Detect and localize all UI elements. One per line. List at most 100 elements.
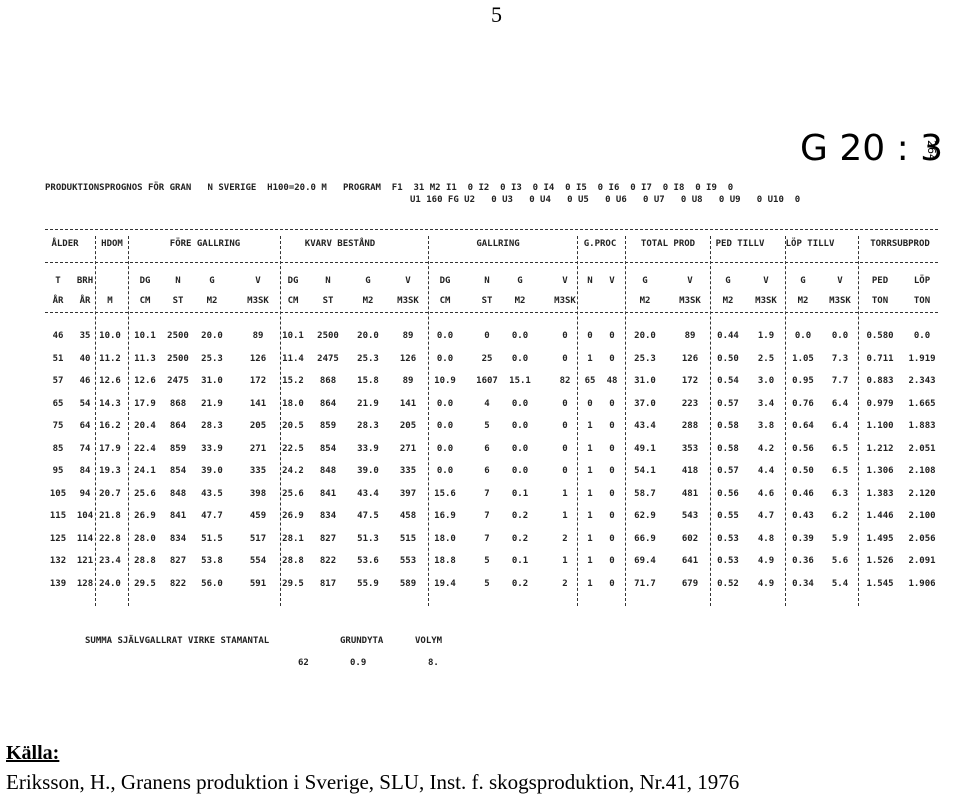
cell: 0.979 (866, 398, 894, 409)
cell: 46 (52, 331, 64, 341)
cell: 0 (484, 331, 490, 341)
cell: 641 (681, 556, 699, 566)
unit-header: ÅR (79, 296, 91, 306)
cell: 6.5 (831, 443, 849, 454)
cell: 591 (249, 578, 267, 589)
cell: 2475 (167, 376, 189, 386)
cell: 7 (484, 533, 490, 544)
column-header: N (587, 276, 593, 286)
cell: 0.580 (866, 331, 894, 341)
column-header: N (325, 276, 331, 286)
cell: 28.8 (282, 556, 304, 566)
stamp: G 20 : 3 (800, 128, 944, 169)
group-header: G.PROC (583, 239, 617, 249)
cell: 223 (681, 398, 699, 409)
unit-header: M3SK (829, 296, 851, 306)
unit-header: M3SK (397, 296, 419, 306)
cell: 4.4 (757, 466, 775, 476)
column-rule (710, 236, 711, 606)
cell: 1 (587, 556, 593, 566)
unit-header: M2 (797, 296, 809, 306)
cell: 0.46 (792, 488, 814, 499)
cell: 0 (562, 331, 568, 341)
cell: 35 (79, 331, 91, 341)
cell: 0.58 (717, 443, 739, 454)
cell: 868 (319, 376, 337, 386)
cell: 2.5 (757, 353, 775, 364)
unit-header: ST (481, 296, 493, 306)
cell: 859 (169, 443, 187, 454)
cell: 28.8 (134, 556, 156, 566)
cell: 0.56 (717, 488, 739, 499)
cell: 65 (52, 398, 64, 409)
cell: 172 (249, 376, 267, 386)
cell: 22.4 (134, 443, 156, 454)
cell: 0 (609, 488, 615, 499)
cell: 89 (402, 376, 414, 386)
cell: 11.4 (282, 353, 304, 364)
cell: 0.50 (792, 466, 814, 476)
cell: 0.53 (717, 533, 739, 544)
unit-header: CM (439, 296, 451, 306)
column-rule (428, 236, 429, 606)
cell: 10.9 (434, 376, 456, 386)
rule (45, 312, 938, 313)
cell: 1.919 (908, 353, 936, 364)
cell: 0 (609, 421, 615, 431)
cell: 859 (319, 421, 337, 431)
cell: 0.57 (717, 398, 739, 409)
summary-header: GRUNDYTA (340, 636, 384, 646)
group-header: TORRSUBPROD (870, 239, 930, 249)
column-header: G (725, 276, 731, 286)
cell: 6.2 (831, 511, 849, 521)
cell: 864 (319, 398, 337, 409)
cell: 827 (169, 556, 187, 566)
group-header: HDOM (101, 239, 123, 249)
cell: 4.2 (757, 443, 775, 454)
column-header: V (687, 276, 693, 286)
cell: 5.9 (831, 533, 849, 544)
cell: 12.6 (99, 376, 121, 386)
cell: 132 (49, 556, 67, 566)
cell: 56.0 (201, 578, 223, 589)
cell: 1.526 (866, 556, 894, 566)
cell: 1.446 (866, 511, 894, 521)
cell: 1.545 (866, 578, 894, 589)
cell: 418 (681, 466, 699, 476)
cell: 5.4 (831, 578, 849, 589)
column-rule (128, 236, 129, 606)
group-header: FÖRE GALLRING (169, 239, 241, 249)
cell: 0.55 (717, 511, 739, 521)
cell: 2.051 (908, 443, 936, 454)
cell: 40 (79, 353, 91, 364)
cell: 28.3 (201, 421, 223, 431)
column-header: BRH (76, 276, 94, 286)
cell: 0.53 (717, 556, 739, 566)
column-rule (858, 236, 859, 606)
cell: 6 (484, 466, 490, 476)
cell: 39.0 (201, 466, 223, 476)
cell: 271 (249, 443, 267, 454)
cell: 20.0 (357, 331, 379, 341)
cell: 4.8 (757, 533, 775, 544)
cell: 15.1 (509, 376, 531, 386)
cell: 0.2 (511, 511, 529, 521)
cell: 48 (606, 376, 618, 386)
cell: 7 (484, 511, 490, 521)
cell: 12.6 (134, 376, 156, 386)
column-rule (95, 236, 96, 606)
column-rule (280, 236, 281, 606)
cell: 335 (249, 466, 267, 476)
cell: 0.54 (717, 376, 739, 386)
cell: 2.120 (908, 488, 936, 499)
cell: 271 (399, 443, 417, 454)
cell: 481 (681, 488, 699, 499)
cell: 1.9 (757, 331, 775, 341)
cell: 16.9 (434, 511, 456, 521)
cell: 58.7 (634, 488, 656, 499)
cell: 14.3 (99, 398, 121, 409)
cell: 33.9 (201, 443, 223, 454)
group-header: KVARV BESTÅND (304, 239, 376, 249)
cell: 0 (609, 398, 615, 409)
cell: 128 (76, 578, 94, 589)
